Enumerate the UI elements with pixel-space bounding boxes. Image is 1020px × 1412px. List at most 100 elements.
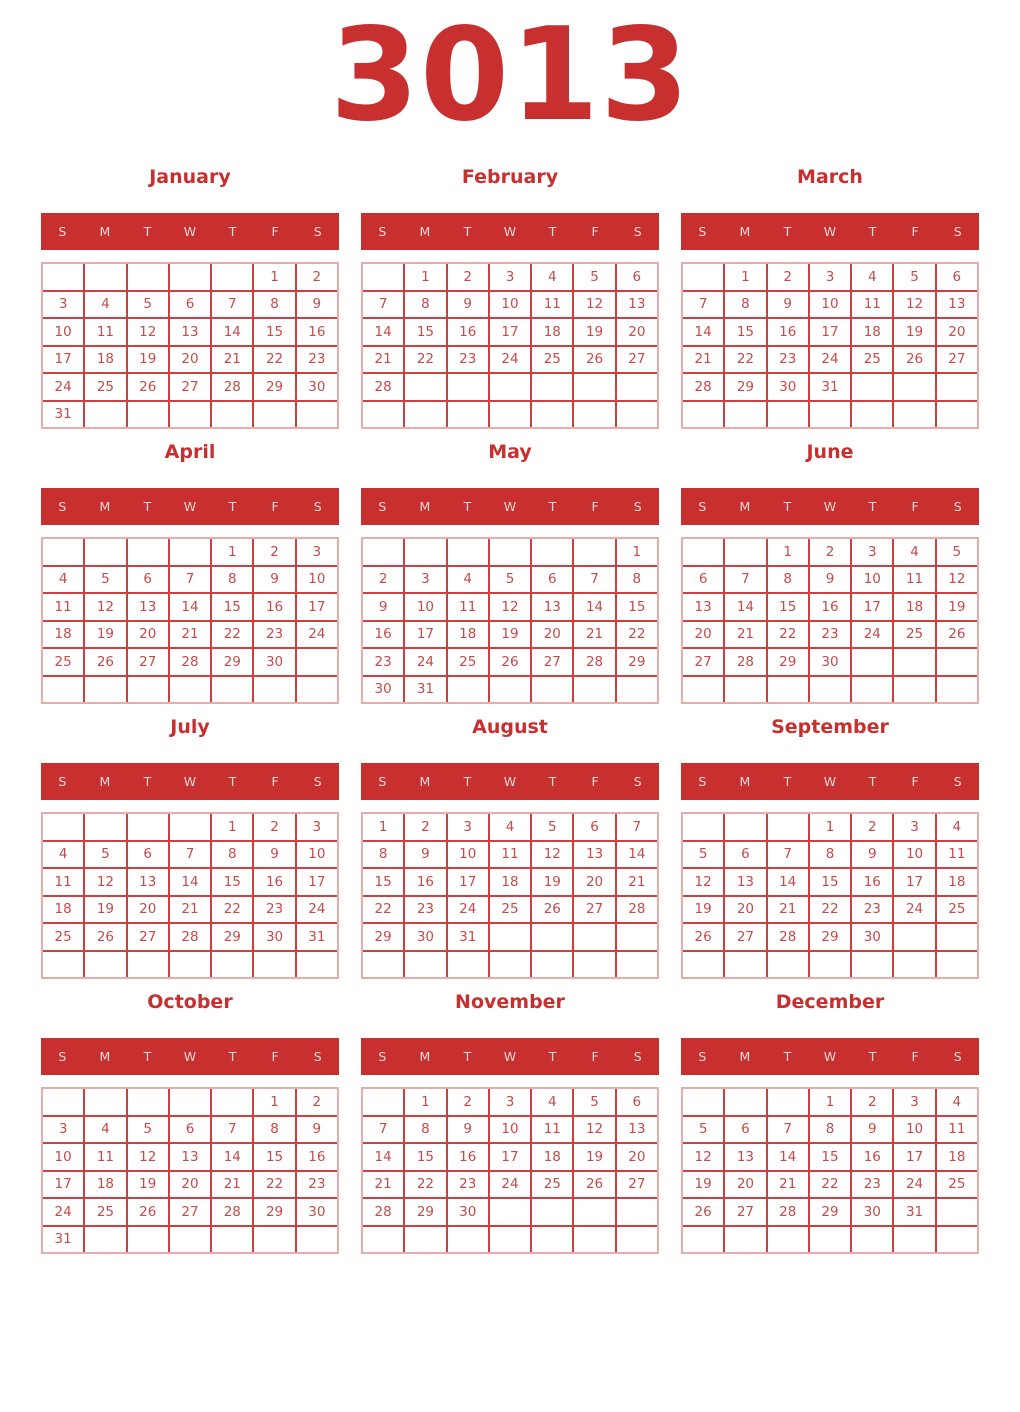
day-cell	[936, 1199, 977, 1225]
day-cell: 11	[894, 566, 935, 592]
day-cell	[363, 264, 404, 290]
day-cell: 1	[405, 264, 446, 290]
day-cell: 23	[254, 896, 295, 922]
weekday-label: T	[868, 1049, 877, 1064]
day-cell: 11	[43, 594, 84, 620]
day-cell	[489, 924, 531, 950]
weekday-label: F	[591, 1049, 599, 1064]
day-cell: 25	[532, 1171, 573, 1197]
day-cell: 2	[296, 1089, 337, 1115]
day-cell: 9	[852, 1116, 893, 1142]
day-cell: 3	[296, 814, 337, 840]
day-cell: 31	[809, 374, 851, 400]
day-cell: 29	[212, 649, 253, 675]
day-cell	[127, 676, 168, 702]
day-cell: 24	[447, 896, 488, 922]
day-cell: 18	[532, 319, 573, 345]
month-day-grid: 1 2 3 4 5 6 7 8 9 10 11 12 13 14 15 16 17 18 19 20 21 22 23 24 2…	[41, 812, 339, 979]
day-cell	[936, 401, 977, 427]
weekday-label: T	[143, 224, 152, 239]
day-cell	[85, 401, 126, 427]
day-cell: 10	[296, 566, 337, 592]
day-cell: 18	[43, 621, 84, 647]
day-cell	[767, 814, 808, 840]
day-cell: 18	[447, 621, 488, 647]
weekday-label: S	[378, 499, 387, 514]
day-cell: 12	[489, 594, 531, 620]
day-cell	[447, 1226, 488, 1252]
day-cell: 3	[894, 814, 935, 840]
day-cell	[936, 374, 977, 400]
day-cell	[725, 1226, 766, 1252]
day-cell: 28	[363, 374, 404, 400]
day-cell: 9	[405, 841, 446, 867]
day-cell: 17	[852, 594, 893, 620]
day-cell	[212, 676, 253, 702]
day-cell: 12	[936, 566, 977, 592]
day-cell: 10	[296, 841, 337, 867]
day-cell: 11	[447, 594, 488, 620]
day-cell: 14	[574, 594, 615, 620]
day-cell: 19	[85, 621, 126, 647]
day-cell	[936, 676, 977, 702]
day-cell	[43, 1089, 84, 1115]
day-cell: 17	[405, 621, 446, 647]
day-cell: 2	[363, 566, 404, 592]
day-cell	[767, 951, 808, 977]
day-cell: 12	[85, 869, 126, 895]
weekday-label: M	[419, 1049, 431, 1064]
day-cell: 27	[936, 346, 977, 372]
day-cell: 1	[616, 539, 657, 565]
day-cell: 30	[405, 924, 446, 950]
day-cell: 12	[574, 291, 615, 317]
day-cell	[363, 951, 404, 977]
day-cell: 10	[43, 1144, 84, 1170]
day-cell	[852, 1226, 893, 1252]
day-cell: 16	[852, 869, 893, 895]
weekday-label: T	[463, 1049, 472, 1064]
day-cell: 14	[363, 319, 404, 345]
day-cell	[894, 401, 935, 427]
day-cell: 19	[127, 1171, 168, 1197]
day-cell: 11	[489, 841, 531, 867]
day-cell	[683, 1089, 724, 1115]
day-cell: 31	[405, 676, 446, 702]
day-cell: 9	[809, 566, 851, 592]
day-cell: 29	[212, 924, 253, 950]
month-day-grid: 1 2 3 4 5 6 7 8 9 10 11 12 13 14 15 16 17 18 19 20 21 22 23 24 2…	[361, 537, 659, 704]
day-cell: 23	[363, 649, 404, 675]
day-cell: 8	[616, 566, 657, 592]
day-cell: 20	[532, 621, 573, 647]
day-cell: 17	[447, 869, 488, 895]
day-cell	[532, 951, 573, 977]
day-cell: 20	[683, 621, 724, 647]
month-title: January	[149, 166, 231, 188]
day-cell	[254, 401, 295, 427]
day-cell: 1	[212, 814, 253, 840]
day-cell: 13	[127, 594, 168, 620]
weekday-label: T	[868, 499, 877, 514]
day-cell: 24	[296, 896, 337, 922]
day-cell: 4	[894, 539, 935, 565]
weekday-label: M	[419, 224, 431, 239]
day-cell: 4	[43, 841, 84, 867]
day-cell	[296, 676, 337, 702]
day-cell: 17	[43, 346, 84, 372]
day-cell: 16	[809, 594, 851, 620]
weekday-label: F	[271, 774, 279, 789]
day-cell: 9	[447, 1116, 488, 1142]
day-cell: 21	[725, 621, 766, 647]
day-cell	[616, 1226, 657, 1252]
weekday-label: W	[823, 224, 837, 239]
weekday-label: W	[823, 774, 837, 789]
day-cell: 2	[767, 264, 808, 290]
month-title: December	[775, 991, 885, 1013]
day-cell	[894, 951, 935, 977]
day-cell: 22	[767, 621, 808, 647]
day-cell	[532, 401, 573, 427]
day-cell	[683, 1226, 724, 1252]
day-cell	[169, 676, 211, 702]
